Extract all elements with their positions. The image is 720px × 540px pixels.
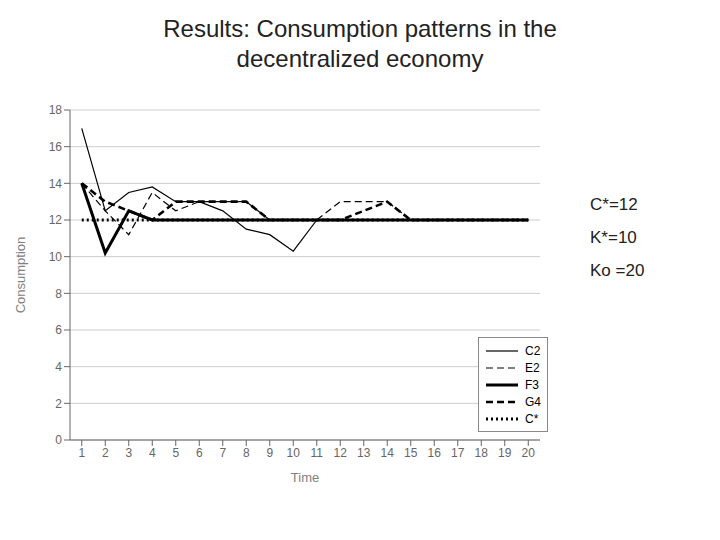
svg-text:5: 5	[172, 446, 179, 460]
html-text:F3: F3	[525, 377, 539, 392]
svg-text:12: 12	[334, 446, 348, 460]
svg-text:9: 9	[266, 446, 273, 460]
svg-text:2: 2	[102, 446, 109, 460]
html-text:C*=12: C*=12	[590, 195, 638, 214]
svg-text:2: 2	[55, 397, 62, 411]
svg-text:15: 15	[404, 446, 418, 460]
html-text:K*=10: K*=10	[590, 228, 637, 247]
svg-text:10: 10	[49, 250, 63, 264]
svg-text:10: 10	[287, 446, 301, 460]
html-text:decentralized economy: decentralized economy	[236, 45, 484, 72]
svg-text:14: 14	[381, 446, 395, 460]
html-text:G4: G4	[525, 394, 541, 409]
svg-text:4: 4	[149, 446, 156, 460]
svg-text:16: 16	[49, 140, 63, 154]
svg-text:19: 19	[498, 446, 512, 460]
svg-text:18: 18	[475, 446, 489, 460]
html-text:C2: C2	[525, 343, 541, 358]
svg-text:0: 0	[55, 433, 62, 447]
html-text:Results: Consumption patterns: Results: Consumption patterns in the	[163, 15, 557, 42]
svg-text:8: 8	[55, 287, 62, 301]
svg-text:12: 12	[49, 213, 63, 227]
svg-text:6: 6	[55, 323, 62, 337]
svg-text:1: 1	[78, 446, 85, 460]
svg-text:Time: Time	[291, 470, 319, 485]
html-text:C*: C*	[525, 411, 539, 426]
svg-text:8: 8	[243, 446, 250, 460]
svg-text:3: 3	[125, 446, 132, 460]
svg-text:16: 16	[428, 446, 442, 460]
svg-text:13: 13	[357, 446, 371, 460]
html-text:E2: E2	[525, 360, 540, 375]
svg-text:17: 17	[451, 446, 465, 460]
svg-text:20: 20	[522, 446, 536, 460]
svg-text:Consumption: Consumption	[13, 237, 28, 314]
svg-text:4: 4	[55, 360, 62, 374]
svg-text:18: 18	[49, 103, 63, 117]
html-text:Ko =20: Ko =20	[590, 261, 645, 280]
svg-text:14: 14	[49, 177, 63, 191]
svg-text:7: 7	[219, 446, 226, 460]
svg-text:11: 11	[311, 446, 324, 460]
svg-text:6: 6	[196, 446, 203, 460]
